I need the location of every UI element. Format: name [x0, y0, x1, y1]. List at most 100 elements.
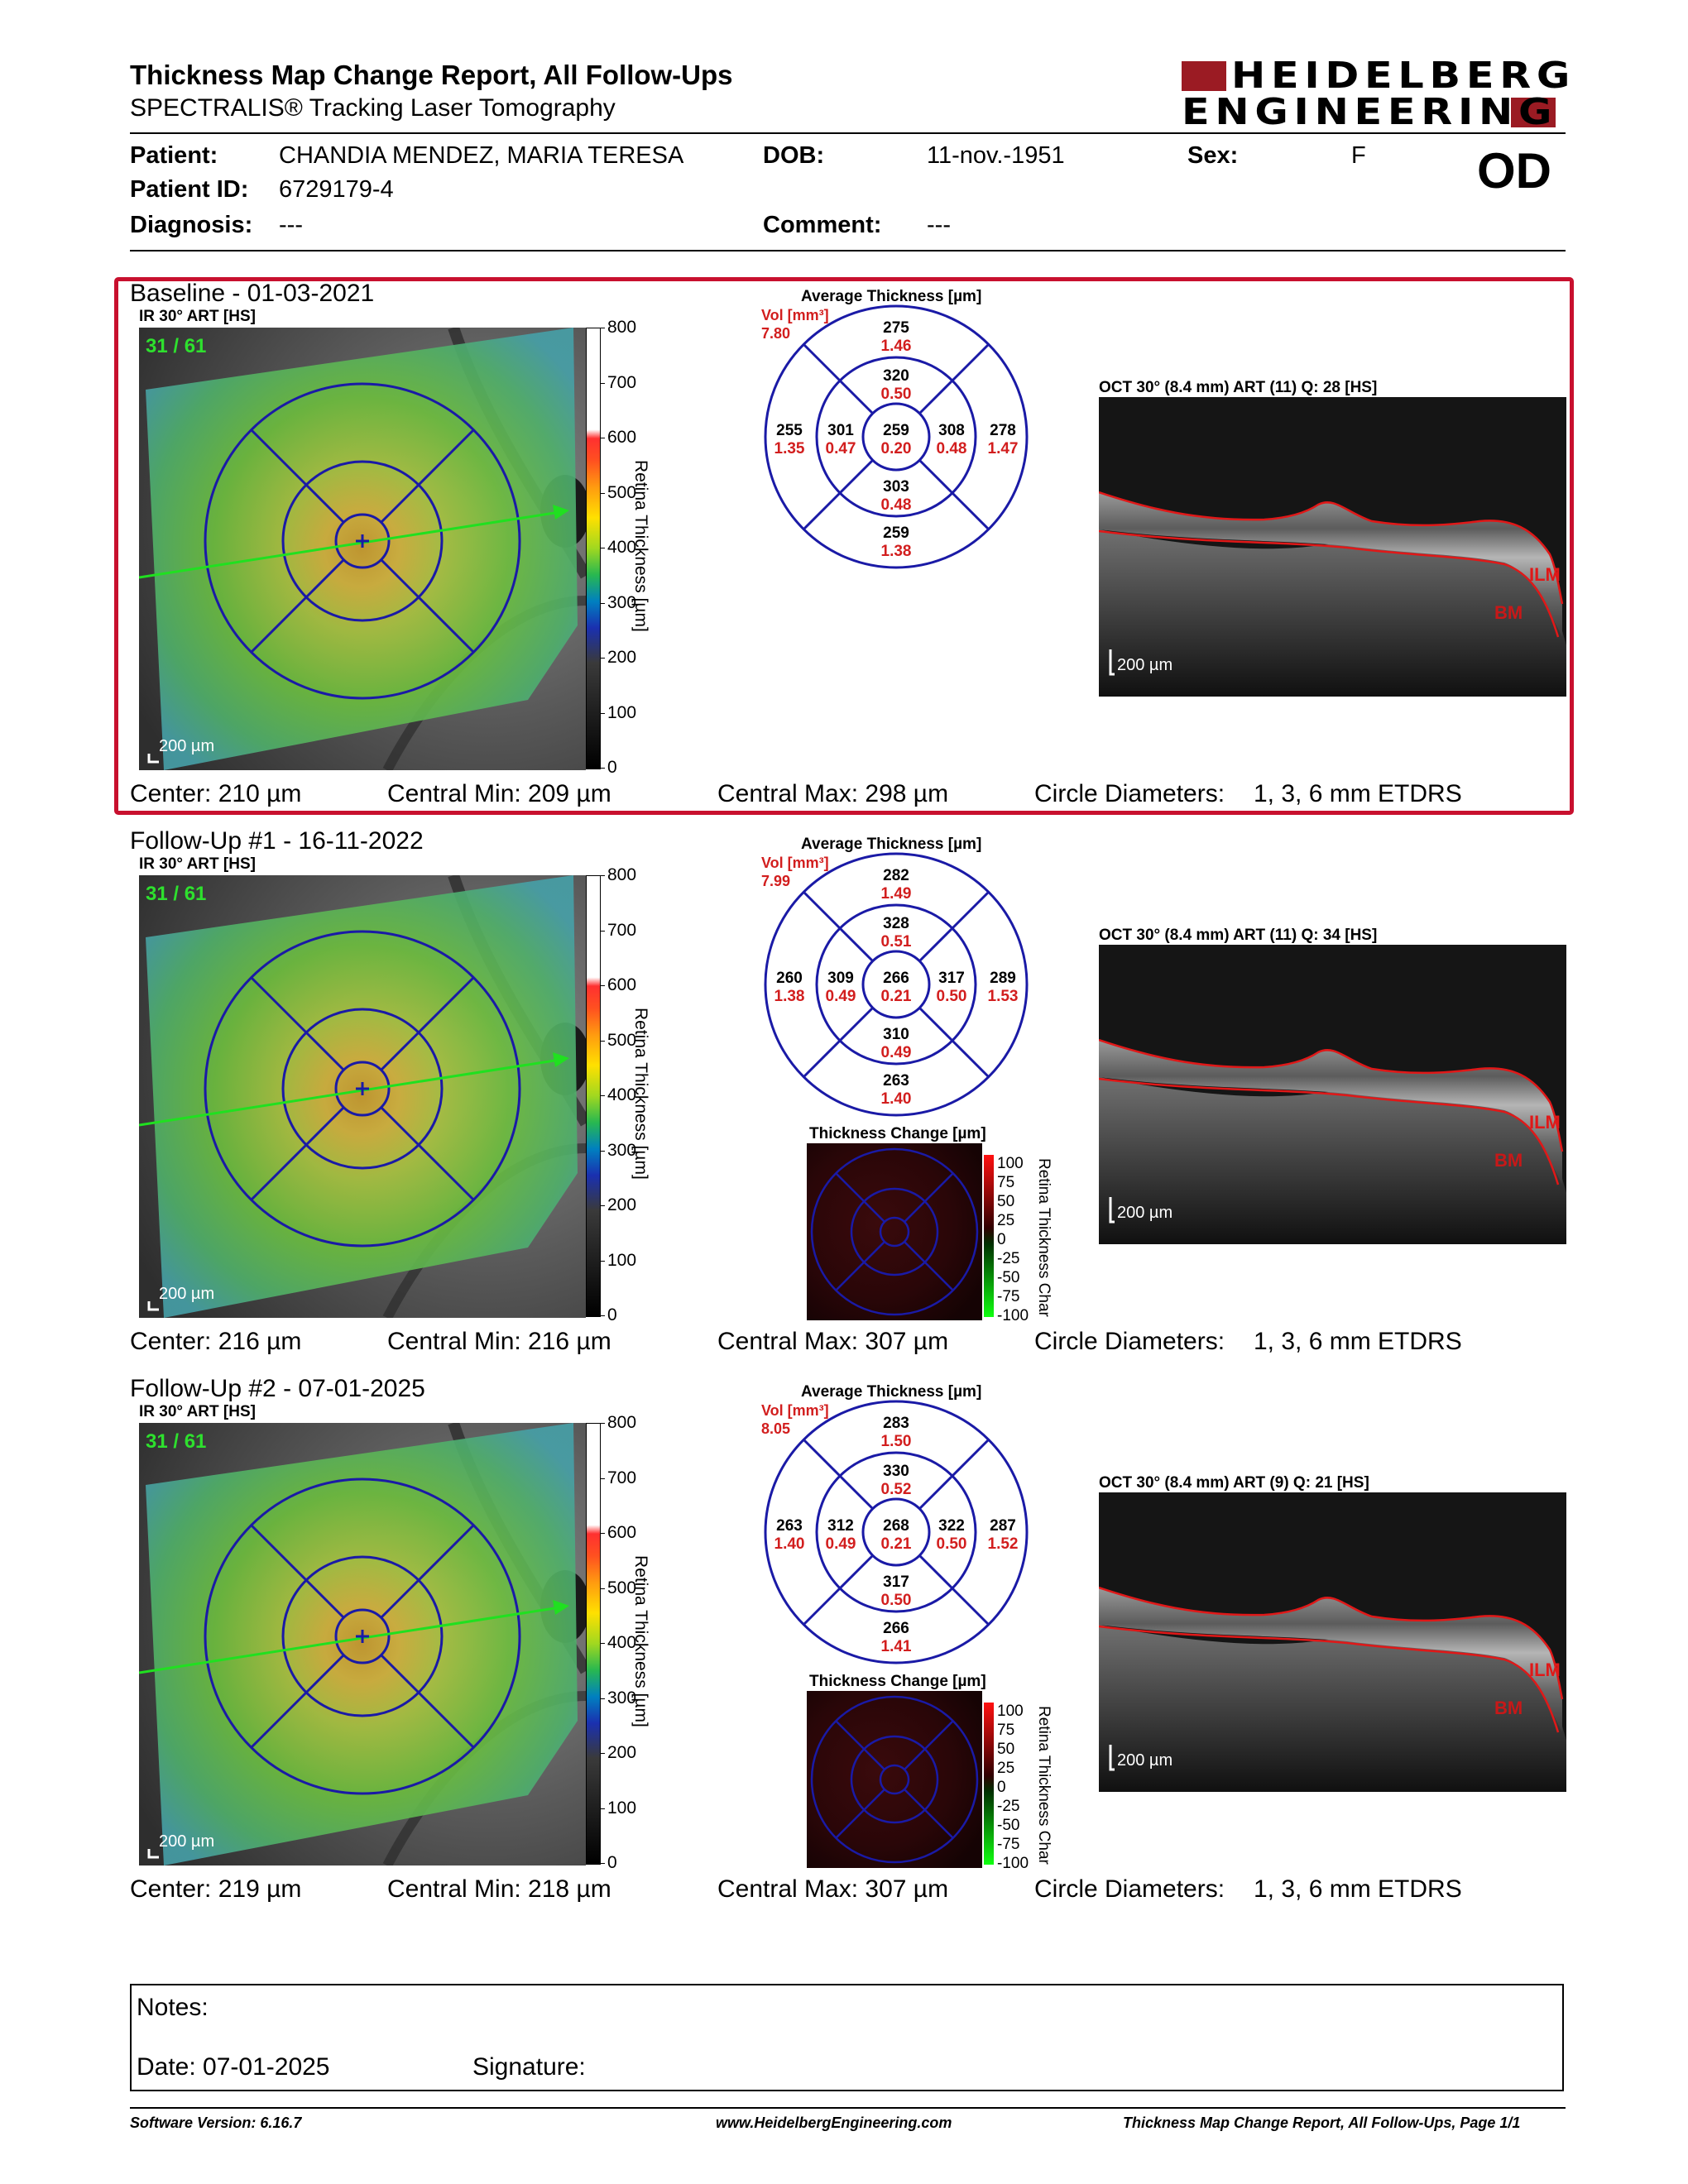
colorbar-tick: 500	[607, 1578, 637, 1597]
colorbar-tick-mark	[600, 1643, 605, 1644]
colorbar-title: Retina Thickness [µm]	[631, 1008, 650, 1180]
thickness-change-map[interactable]	[807, 1143, 1030, 1320]
colorbar-title: Retina Thickness [µm]	[631, 460, 650, 632]
change-colorbar-title: Retina Thickness Char	[1035, 1706, 1053, 1865]
colorbar-tick-mark	[600, 658, 605, 659]
colorbar-tick-mark	[600, 1315, 605, 1316]
dob-value: 11-nov.-1951	[927, 142, 1065, 169]
change-colorbar-tick: -25	[997, 1250, 1020, 1267]
oct-bscan-image[interactable]: ILM BM 200 µm	[1099, 1492, 1566, 1792]
colorbar-tick-mark	[600, 1588, 605, 1589]
change-colorbar-tick: -100	[997, 1855, 1029, 1872]
bm-label: BM	[1494, 1150, 1523, 1171]
bm-label: BM	[1494, 602, 1523, 623]
change-colorbar-title: Retina Thickness Char	[1035, 1158, 1053, 1317]
change-colorbar-tick: 75	[997, 1174, 1015, 1191]
colorbar-tick-mark	[600, 492, 605, 494]
dob-label: DOB:	[763, 142, 825, 169]
etdrs-center-volume: 0.21	[881, 1535, 912, 1553]
thickness-change-title: Thickness Change [µm]	[809, 1125, 986, 1142]
etdrs-grid: 259 0.20 320 0.50 303 0.48 308 0.48 301 …	[764, 304, 1029, 569]
ilm-label: ILM	[1529, 564, 1561, 585]
colorbar-tick-mark	[600, 1698, 605, 1699]
change-colorbar-tick: 75	[997, 1722, 1015, 1739]
patient-divider	[130, 250, 1566, 251]
oct-scan-label: OCT 30° (8.4 mm) ART (9) Q: 21 [HS]	[1099, 1474, 1369, 1492]
etdrs-inner-inferior: 317	[883, 1573, 909, 1591]
ir-image-label: IR 30° ART [HS]	[139, 1403, 256, 1420]
oct-bscan-image[interactable]: ILM BM 200 µm	[1099, 397, 1566, 697]
colorbar-tick-mark	[600, 1753, 605, 1754]
etdrs-inner-nasal: 312	[827, 1517, 854, 1535]
etdrs-outer-superior: 282	[883, 867, 909, 884]
etdrs-inner-temporal: 317	[938, 970, 965, 987]
etdrs-outer-superior-vol: 1.49	[881, 885, 912, 903]
notes-box[interactable]: Notes: Date: 07-01-2025 Signature:	[130, 1984, 1564, 2091]
oct-bscan-image[interactable]: ILM BM 200 µm	[1099, 945, 1566, 1244]
colorbar-tick-mark	[600, 1533, 605, 1534]
volume-label: Vol [mm³] 7.99	[761, 855, 829, 889]
thickness-map-image[interactable]: 31 / 61 200 µm	[139, 328, 586, 770]
baseline-highlight-frame	[114, 277, 1574, 815]
colorbar-tick: 0	[607, 758, 617, 777]
colorbar-tick: 200	[607, 1195, 637, 1214]
etdrs-outer-superior: 275	[883, 319, 909, 337]
colorbar-tick-mark	[600, 1040, 605, 1042]
etdrs-inner-temporal: 308	[938, 422, 965, 439]
logo-line-1: HEIDELBERG	[1231, 55, 1576, 97]
etdrs-outer-temporal: 289	[990, 970, 1016, 987]
etdrs-outer-inferior-vol: 1.40	[881, 1090, 912, 1108]
colorbar-tick: 200	[607, 648, 637, 667]
center-thickness: Center: 216 µm	[130, 1328, 302, 1355]
etdrs-outer-inferior: 263	[883, 1072, 909, 1090]
change-colorbar-tick: 100	[997, 1155, 1024, 1172]
circle-diameters-label: Circle Diameters:	[1034, 780, 1225, 807]
patient-label: Patient:	[130, 142, 218, 169]
exam-section-1: Follow-Up #1 - 16-11-2022 IR 30° ART [HS…	[0, 827, 1688, 1373]
colorbar-tick-mark	[600, 1205, 605, 1206]
ir-scale-bar-label: 200 µm	[159, 1285, 214, 1303]
etdrs-outer-nasal: 263	[776, 1517, 803, 1535]
logo-line-2: ENGINEERING	[1182, 91, 1558, 133]
footer-software: Software Version: 6.16.7	[130, 2115, 302, 2131]
logo-block-left	[1182, 61, 1226, 91]
etdrs-center-thickness: 268	[883, 1517, 909, 1535]
colorbar-tick: 300	[607, 592, 637, 612]
etdrs-outer-nasal-vol: 1.35	[774, 440, 805, 457]
etdrs-outer-temporal-vol: 1.52	[988, 1535, 1019, 1553]
header-divider	[130, 132, 1566, 134]
notes-signature: Signature:	[472, 2053, 586, 2081]
exam-section-2: Follow-Up #2 - 07-01-2025 IR 30° ART [HS…	[0, 1375, 1688, 1921]
ir-scale-bar-label: 200 µm	[159, 737, 214, 755]
colorbar-tick: 600	[607, 975, 637, 994]
colorbar-tick-mark	[600, 602, 605, 604]
circle-diameters-value: 1, 3, 6 mm ETDRS	[1254, 1875, 1462, 1903]
frame-counter: 31 / 61	[146, 883, 206, 905]
etdrs-center-volume: 0.21	[881, 988, 912, 1005]
report-subtitle: SPECTRALIS® Tracking Laser Tomography	[130, 94, 616, 122]
colorbar-tick: 400	[607, 1085, 637, 1104]
colorbar-tick: 200	[607, 1743, 637, 1762]
thickness-map-image[interactable]: 31 / 61 200 µm	[139, 1423, 586, 1866]
etdrs-inner-temporal-vol: 0.50	[937, 1535, 967, 1553]
diagnosis-label: Diagnosis:	[130, 212, 253, 238]
colorbar-title: Retina Thickness [µm]	[631, 1555, 650, 1727]
thickness-colorbar: 800 700 600 500 400 300 200 100 0 Retina Thickne…	[586, 1413, 702, 1872]
average-thickness-title: Average Thickness [µm]	[801, 288, 982, 305]
change-colorbar-tick: -50	[997, 1817, 1020, 1834]
colorbar-tick: 800	[607, 865, 637, 884]
sex-label: Sex:	[1187, 142, 1239, 169]
thickness-change-map[interactable]	[807, 1691, 1030, 1868]
etdrs-outer-nasal-vol: 1.38	[774, 988, 805, 1005]
colorbar-tick: 700	[607, 372, 637, 392]
notes-date: Date: 07-01-2025	[137, 2053, 330, 2081]
oct-scale-bar-label: 200 µm	[1117, 1204, 1172, 1222]
etdrs-inner-superior-vol: 0.51	[881, 933, 912, 951]
colorbar-tick: 0	[607, 1305, 617, 1324]
colorbar-tick: 300	[607, 1688, 637, 1707]
thickness-map-image[interactable]: 31 / 61 200 µm	[139, 875, 586, 1318]
colorbar-tick-mark	[600, 1150, 605, 1152]
etdrs-inner-inferior: 303	[883, 478, 909, 496]
heidelberg-logo: HEIDELBERG ENGINEERING	[1182, 58, 1571, 132]
colorbar-tick-mark	[600, 768, 605, 769]
